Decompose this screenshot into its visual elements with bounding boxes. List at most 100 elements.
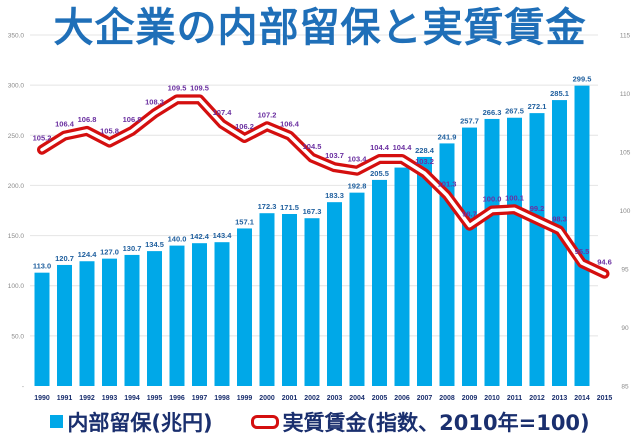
bar-data-label: 183.3 bbox=[325, 191, 344, 200]
x-tick-label: 1994 bbox=[124, 395, 140, 402]
right-tick-label: 110 bbox=[620, 91, 631, 98]
bar bbox=[147, 251, 162, 386]
bar-data-label: 266.3 bbox=[483, 108, 502, 117]
line-data-label: 98.3 bbox=[552, 214, 567, 223]
bar-data-label: 172.3 bbox=[258, 202, 277, 211]
bar bbox=[575, 86, 590, 386]
bar bbox=[215, 242, 230, 386]
bar-data-label: 157.1 bbox=[235, 217, 254, 226]
bar-data-label: 205.5 bbox=[370, 169, 389, 178]
legend-item-retained-earnings: 内部留保(兆円) bbox=[50, 407, 212, 437]
line-data-label: 103.4 bbox=[348, 155, 368, 164]
bar-data-label: 124.4 bbox=[78, 250, 98, 259]
bar-data-label: 272.1 bbox=[528, 102, 547, 111]
x-tick-label: 1998 bbox=[214, 395, 230, 402]
x-tick-label: 2006 bbox=[394, 395, 410, 402]
left-tick-label: 150.0 bbox=[8, 233, 25, 240]
line-data-label: 104.4 bbox=[393, 143, 413, 152]
line-data-label: 106.8 bbox=[78, 115, 97, 124]
bar bbox=[417, 157, 432, 386]
x-tick-label: 1991 bbox=[57, 395, 73, 402]
line-data-label: 100.1 bbox=[505, 193, 524, 202]
legend-bar-swatch bbox=[50, 415, 63, 428]
legend-item-real-wages: 実質賃金(指数、2010年=100) bbox=[251, 407, 590, 437]
line-data-label: 107.4 bbox=[213, 108, 233, 117]
bar-data-label: 285.1 bbox=[550, 89, 569, 98]
bar-data-label: 143.4 bbox=[213, 231, 233, 240]
line-data-label: 101.3 bbox=[438, 179, 457, 188]
bar bbox=[305, 218, 320, 386]
legend-line-swatch bbox=[251, 415, 279, 429]
right-tick-label: 85 bbox=[621, 384, 629, 391]
bar-data-label: 130.7 bbox=[123, 244, 142, 253]
bar-data-label: 140.0 bbox=[168, 235, 187, 244]
bar-data-label: 134.5 bbox=[145, 240, 164, 249]
x-tick-label: 1996 bbox=[169, 395, 185, 402]
bar-data-label: 192.8 bbox=[348, 182, 367, 191]
bar-data-label: 299.5 bbox=[573, 75, 592, 84]
right-tick-label: 90 bbox=[621, 325, 629, 332]
line-data-label: 98.7 bbox=[462, 210, 477, 219]
bar-data-label: 127.0 bbox=[100, 248, 119, 257]
bar-data-label: 142.4 bbox=[190, 232, 210, 241]
line-data-label: 104.5 bbox=[303, 142, 322, 151]
right-tick-label: 95 bbox=[621, 267, 629, 274]
legend: 内部留保(兆円) 実質賃金(指数、2010年=100) bbox=[0, 408, 640, 435]
line-data-label: 104.4 bbox=[370, 143, 390, 152]
bar bbox=[530, 113, 545, 386]
left-tick-label: 100.0 bbox=[8, 283, 25, 290]
bar bbox=[192, 243, 207, 386]
line-data-label: 103.2 bbox=[415, 157, 434, 166]
bar bbox=[35, 273, 50, 386]
line-data-label: 107.2 bbox=[258, 110, 277, 119]
x-tick-label: 1992 bbox=[79, 395, 95, 402]
legend-label-real-wages: 実質賃金(指数、2010年=100) bbox=[283, 407, 590, 437]
line-data-label: 106.8 bbox=[123, 115, 142, 124]
bar bbox=[260, 213, 275, 386]
left-tick-label: 300.0 bbox=[8, 83, 25, 90]
bar-data-label: 267.5 bbox=[505, 107, 524, 116]
bar bbox=[350, 193, 365, 386]
bar bbox=[102, 259, 117, 386]
legend-label-retained-earnings: 内部留保(兆円) bbox=[67, 407, 212, 437]
x-tick-label: 2014 bbox=[574, 395, 590, 402]
x-tick-label: 2010 bbox=[484, 395, 500, 402]
bar bbox=[80, 261, 95, 386]
x-tick-label: 2008 bbox=[439, 395, 455, 402]
x-tick-label: 2013 bbox=[552, 395, 568, 402]
line-data-label: 105.2 bbox=[33, 134, 52, 143]
line-data-label: 103.7 bbox=[325, 151, 344, 160]
line-data-label: 106.4 bbox=[55, 120, 75, 129]
line-data-label: 95.5 bbox=[575, 247, 590, 256]
bar bbox=[327, 202, 342, 386]
left-tick-label: - bbox=[22, 384, 24, 391]
bar-data-label: 171.5 bbox=[280, 203, 299, 212]
bar-data-label: 113.0 bbox=[33, 262, 51, 271]
right-tick-label: 105 bbox=[620, 150, 631, 157]
x-tick-label: 1990 bbox=[34, 395, 50, 402]
x-tick-label: 2004 bbox=[349, 395, 365, 402]
x-tick-label: 2001 bbox=[282, 395, 298, 402]
x-tick-label: 2012 bbox=[529, 395, 545, 402]
x-tick-label: 2000 bbox=[259, 395, 275, 402]
left-tick-label: 200.0 bbox=[8, 183, 25, 190]
bar bbox=[282, 214, 297, 386]
line-data-label: 106.2 bbox=[235, 122, 254, 131]
line-data-label: 108.3 bbox=[145, 97, 164, 106]
x-tick-label: 2009 bbox=[462, 395, 478, 402]
x-tick-label: 1999 bbox=[237, 395, 253, 402]
bar-data-label: 228.4 bbox=[415, 146, 435, 155]
left-tick-label: 250.0 bbox=[8, 133, 25, 140]
line-data-label: 109.5 bbox=[190, 83, 209, 92]
bar bbox=[125, 255, 140, 386]
x-tick-label: 2005 bbox=[372, 395, 388, 402]
line-data-label: 106.4 bbox=[280, 120, 300, 129]
bar bbox=[170, 246, 185, 386]
line-data-label: 94.6 bbox=[597, 258, 612, 267]
left-tick-label: 50.0 bbox=[11, 333, 24, 340]
right-tick-label: 100 bbox=[620, 208, 631, 215]
